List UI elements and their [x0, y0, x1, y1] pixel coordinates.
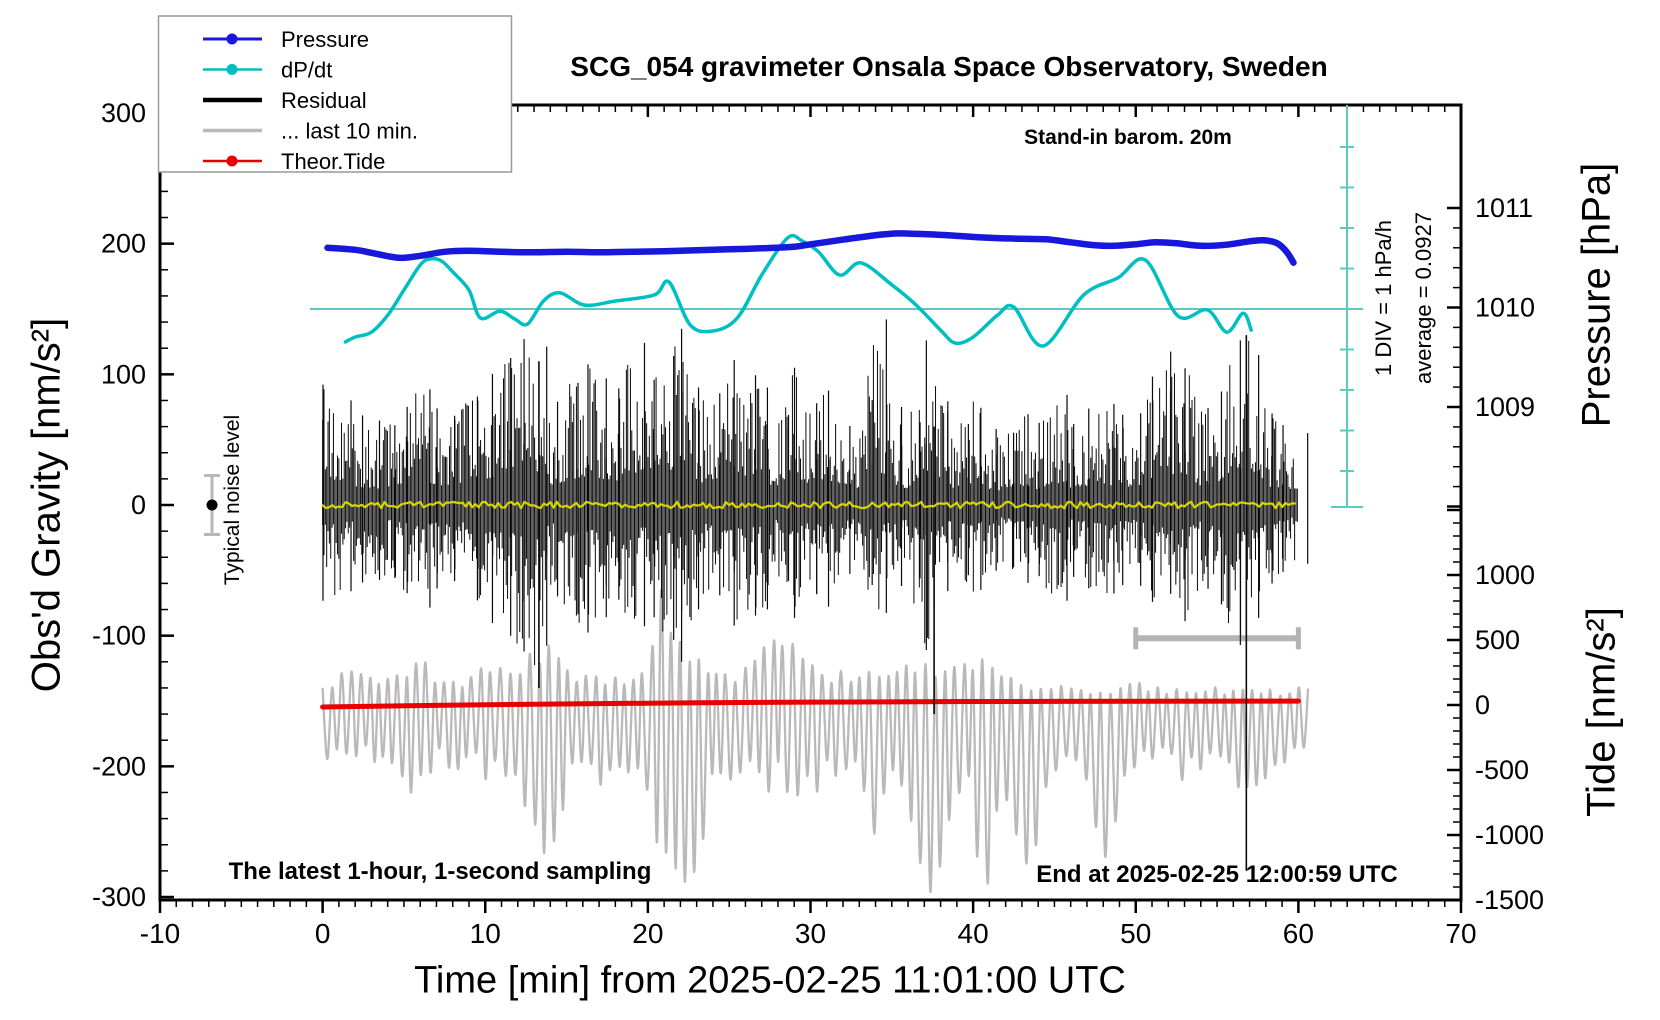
end-time-note: End at 2025-02-25 12:00:59 UTC [1036, 861, 1398, 888]
theor-tide-curve [320, 698, 1301, 710]
noise-level-label: Typical noise level [221, 414, 244, 586]
legend-dot [226, 64, 238, 75]
pressure-axis-title: Pressure [hPa] [1574, 162, 1619, 428]
tide-tick-label: 0 [1475, 690, 1490, 720]
legend-label: Residual [281, 88, 367, 113]
gravity-axis-title: Obs'd Gravity [nm/s²] [24, 317, 69, 693]
tide-tick-label: 1000 [1475, 560, 1535, 590]
x-tick-label: 20 [632, 918, 663, 949]
x-tick-label: 60 [1283, 918, 1314, 949]
gravity-tick-label: 300 [101, 98, 146, 128]
average-dpdt-note: average = 0.0927 [1411, 212, 1436, 384]
x-tick-label: 0 [315, 918, 331, 949]
pressure-tick-label: 1010 [1475, 293, 1535, 323]
x-tick-label: 30 [795, 918, 826, 949]
x-tick-label: 70 [1445, 918, 1476, 949]
page-title: SCG_054 gravimeter Onsala Space Observat… [570, 51, 1328, 82]
residual-mean-line [321, 500, 1297, 510]
x-axis-title: Time [min] from 2025-02-25 11:01:00 UTC [414, 959, 1126, 1002]
tide-axis-title: Tide [nm/s²] [1579, 607, 1624, 817]
gravity-tick-label: 100 [101, 359, 146, 389]
noise-level-marker [204, 473, 221, 537]
last10-extent-bracket [1133, 627, 1301, 650]
x-tick-label: 40 [958, 918, 989, 949]
gravity-tick-label: -300 [92, 882, 146, 912]
legend-label: ... last 10 min. [281, 119, 418, 144]
pressure-tick-label: 1009 [1475, 392, 1535, 422]
dpdt-group [310, 105, 1363, 508]
legend-dot [226, 155, 238, 167]
last10-residual-curve [321, 588, 1310, 894]
last10-path [321, 588, 1310, 894]
axes-frame: -10 0 10 20 30 40 50 60 703002001000-100-200-300… [92, 98, 1544, 949]
gravity-tick-label: 200 [101, 229, 146, 259]
legend-label: dP/dt [281, 58, 332, 83]
legend: Pressure dP/dt Residual ... last 10 min. The… [157, 15, 513, 174]
gravity-tick-label: 0 [131, 490, 146, 520]
legend-box [157, 15, 513, 173]
legend-dot [226, 33, 238, 45]
x-tick-label: -10 [140, 918, 180, 949]
legend-label: Theor.Tide [281, 149, 385, 174]
noise-dot [206, 499, 218, 511]
tide-tick-label: -500 [1475, 755, 1529, 785]
tide-tick-label: -1000 [1475, 820, 1544, 850]
x-tick-label: 10 [470, 918, 501, 949]
pressure-tick-label: 1011 [1475, 193, 1533, 223]
pressure-curve [324, 230, 1297, 266]
legend-label: Pressure [281, 27, 369, 52]
sampling-note: The latest 1-hour, 1-second sampling [228, 858, 652, 885]
tide-tick-label: 500 [1475, 625, 1520, 655]
tide-tick-label: -1500 [1475, 885, 1544, 915]
gravity-tick-label: -200 [92, 751, 146, 781]
dpdt-curve [343, 233, 1253, 348]
gravity-tick-label: -100 [92, 621, 146, 651]
div-scale-note: 1 DIV = 1 hPa/h [1371, 220, 1396, 376]
stand-in-barometer-note: Stand-in barom. 20m [1024, 126, 1232, 149]
x-tick-label: 50 [1120, 918, 1151, 949]
residual-noise-band [322, 319, 1309, 871]
